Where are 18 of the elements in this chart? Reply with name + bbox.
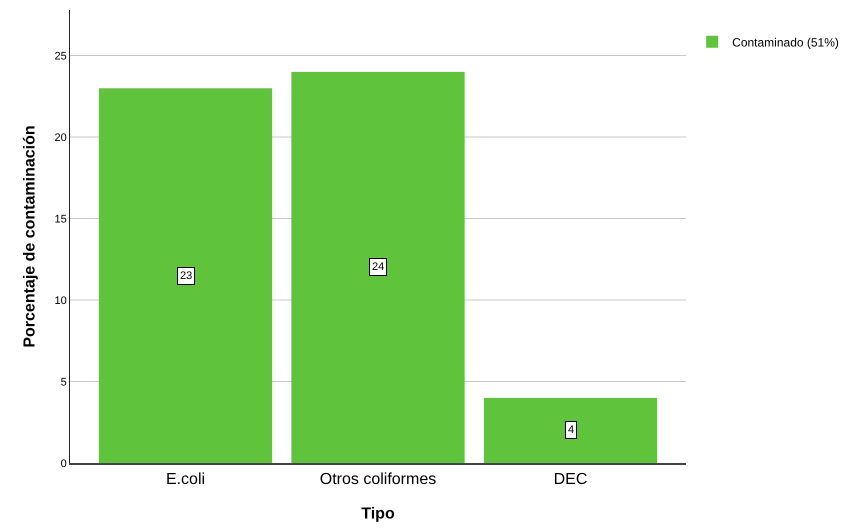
data-label: 23 [180,270,192,282]
y-tick-label: 25 [54,50,67,62]
y-tick-label: 15 [54,213,67,226]
x-tick-label: Otros coliformes [320,471,436,488]
y-tick-label: 0 [60,458,67,470]
x-tick-label: DEC [554,471,588,488]
x-axis-title: Tipo [361,505,395,522]
y-tick-label: 20 [54,132,67,144]
data-label: 4 [568,424,574,436]
bar [291,72,465,463]
bar [484,398,658,463]
y-tick-label: 5 [60,376,67,388]
y-axis-title: Porcentaje de contaminación [21,125,38,348]
bar [98,88,272,463]
legend-label: Contaminado (51%) [732,35,839,50]
y-tick-label: 10 [54,294,67,307]
data-label: 24 [372,261,384,273]
x-tick-label: E.coli [166,471,206,488]
